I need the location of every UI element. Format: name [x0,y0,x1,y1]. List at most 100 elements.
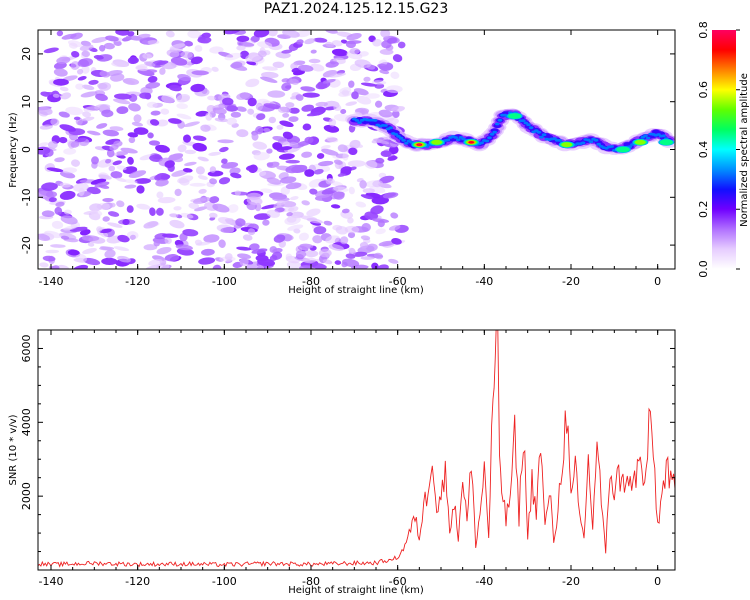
spectrogram-noise-blob [359,180,367,189]
spectrogram-noise-blob [59,124,76,132]
spectrogram-noise-blob [157,196,176,204]
spectrogram-noise-blob [133,127,149,135]
spectrogram-signal-cell [354,119,360,122]
spectrogram-noise-blob [355,144,364,148]
spectrogram-noise-blob [41,182,58,191]
spectrogram-noise-blob [149,207,156,216]
spectrogram-noise-blob [198,257,216,265]
spectrogram-noise-blob [126,205,134,213]
spectrogram-noise-blob [321,148,339,156]
spectrogram-noise-blob [164,160,175,168]
spectrogram-noise-blob [128,136,136,144]
spectrogram-noise-blob [347,217,354,224]
spectrogram-noise-blob [289,107,300,114]
snr-y-ticks: 2000 4000 6000 [20,329,675,570]
spectrogram-noise-blob [99,228,112,234]
spectrogram-noise-blob [39,124,53,130]
spectrogram-noise-blob [87,242,95,247]
x-tick-label: -60 [389,275,407,288]
y-tick-label: 20 [20,47,33,61]
spectrogram-noise-blob [47,140,58,149]
spectrogram-noise-blob [388,225,401,231]
spectrogram-noise-blob [253,213,271,220]
snr-x-axis-label: Height of straight line (km) [288,585,424,596]
spectrogram-noise-blob [156,119,169,127]
spectrogram-noise-blob [166,49,180,58]
spectrogram-signal-cell [539,135,544,139]
spectrogram-noise-blob [360,194,374,200]
spectrogram-noise-blob [60,92,72,100]
spectrogram-noise-blob [99,70,111,78]
spectrogram-noise-blob [126,231,139,240]
x-tick-label: 0 [654,275,661,288]
spectrogram-noise-blob [388,258,399,264]
spectrogram-noise-blob [209,196,220,204]
spectrogram-noise-blob [280,186,290,196]
spectrogram-noise-blob [288,116,299,123]
spectrogram-signal-cell [495,122,500,126]
spectrogram-noise-blob [82,247,97,255]
spectrogram-noise-blob [144,61,156,67]
spectrogram-noise-blob [278,153,295,160]
spectrogram-noise-blob [229,167,241,175]
spectrogram-noise-blob [389,145,399,155]
spectrogram-noise-blob [55,201,65,207]
spectrogram-noise-blob [74,137,87,143]
spectrogram-noise-blob [296,39,304,45]
spectrogram-noise-blob [187,30,202,39]
spectrogram-noise-blob [98,45,106,52]
spectrogram-noise-blob [345,101,358,106]
spectrogram-noise-blob [306,218,324,224]
spectrogram-noise-blob [203,234,220,243]
spectrogram-noise-blob [328,118,337,127]
spectrogram-signal-cell [383,124,388,127]
spectrogram-noise-blob [328,244,344,251]
spectrogram-noise-blob [289,141,299,148]
spectrogram-noise-blob [387,155,398,161]
spectrogram-signal-cell [645,136,651,140]
spectrogram-noise-blob [285,102,295,108]
spectrogram-noise-blob [247,97,257,107]
snr-frame [37,329,676,571]
spectrogram-noise-blob [71,159,80,167]
spectrogram-noise-blob [221,158,228,164]
spectrogram-noise-blob [334,260,342,265]
spectrogram-noise-blob [48,197,57,203]
spectrogram-signal-cell [456,138,461,142]
spectrogram-noise-blob [164,254,180,262]
spectrogram-noise-blob [360,235,371,241]
spectrogram-noise-blob [160,108,170,115]
spectrogram-noise-blob [116,177,127,183]
spectrogram-noise-blob [44,230,62,239]
spectrogram-noise-blob [67,40,83,48]
spectrogram-noise-blob [54,157,65,163]
spectrogram-signal-cell [609,145,614,148]
spectrogram-noise-blob [78,187,85,197]
spectrogram-noise-blob [101,257,118,266]
spectrogram-noise-blob [245,78,260,88]
colorbar-tick-label: 0.0 [697,260,710,278]
spectrogram-noise-blob [58,136,68,144]
spectrogram-noise-blob [281,82,292,92]
spectrogram-noise-blob [81,50,91,58]
spectrogram-noise-blob [58,111,70,118]
spectrogram-noise-blob [38,233,51,241]
spectrogram-noise-blob [333,186,349,193]
spectrogram-signal-cell [596,142,601,146]
spectrogram-noise-blob [116,165,127,171]
spectrogram-noise-blob [95,93,108,101]
colorbar-tick-label: 0.2 [697,201,710,219]
spectrogram-noise-blob [192,135,207,141]
spectrogram-noise-blob [117,234,130,243]
spectrogram-noise-blob [239,257,249,267]
x-tick-label: -100 [212,275,237,288]
spectrogram-noise-blob [143,244,158,251]
spectrogram-noise-blob [358,51,369,57]
spectrogram-noise-blob [96,123,108,129]
spectrogram-noise-blob [230,111,242,118]
spectrogram-noise-blob [171,169,189,177]
spectrogram-noise-blob [41,210,55,218]
spectrogram-noise-blob [110,171,123,179]
spectrogram-noise-blob [356,95,372,105]
